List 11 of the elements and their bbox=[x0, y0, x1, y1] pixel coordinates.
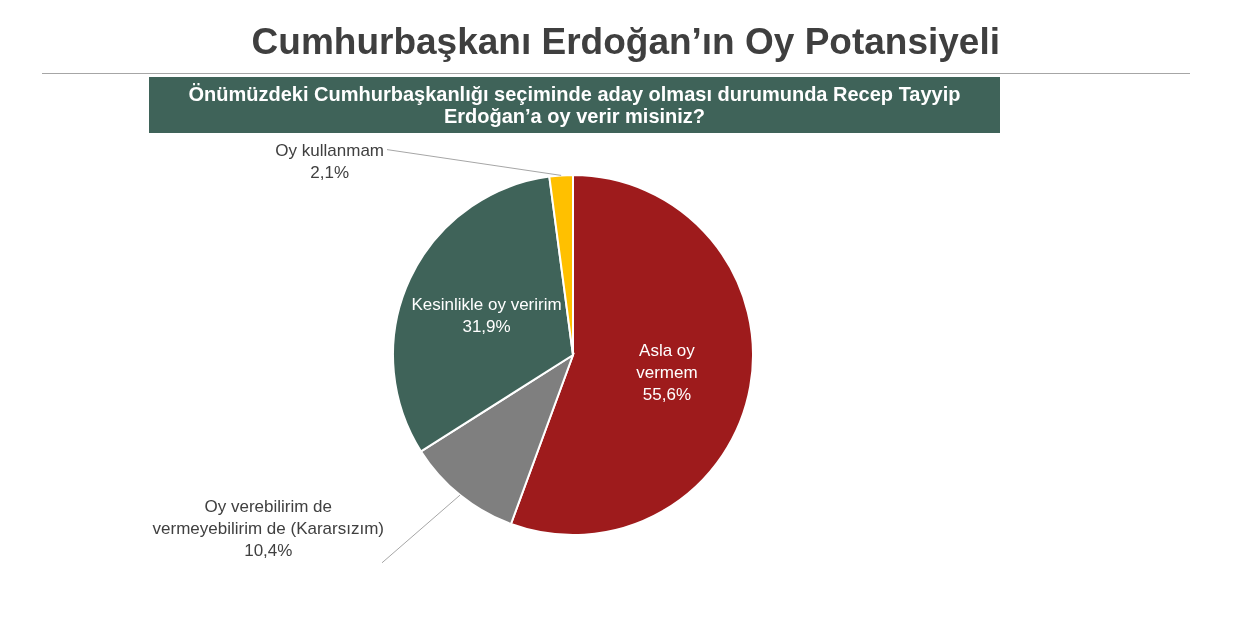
chart-subtitle: Önümüzdeki Cumhurbaşkanlığı seçiminde aday olması durumunda Recep Tayyip Erdoğan’a oy verir misiniz? bbox=[187, 83, 962, 127]
slice-label: Asla oy vermem bbox=[636, 340, 698, 382]
subtitle-banner: Önümüzdeki Cumhurbaşkanlığı seçiminde aday olması durumunda Recep Tayyip Erdoğan’a oy verir misiniz? bbox=[149, 77, 1000, 133]
data-label: 10,4% bbox=[244, 540, 293, 560]
chart-title: Cumhurbaşkanı Erdoğan’ın Oy Potansiyeli bbox=[251, 21, 1000, 63]
data-label: 55,6% bbox=[642, 384, 692, 404]
data-label: 2,1% bbox=[310, 162, 350, 182]
data-label: 31,9% bbox=[462, 316, 511, 336]
slice-label: Kesinlikle oy veririm bbox=[411, 294, 562, 314]
slice-label: Oy verebilirim de vermeyebilirim de (Kararsızım) bbox=[152, 496, 385, 538]
slice-label: Oy kullanmam bbox=[275, 140, 384, 160]
